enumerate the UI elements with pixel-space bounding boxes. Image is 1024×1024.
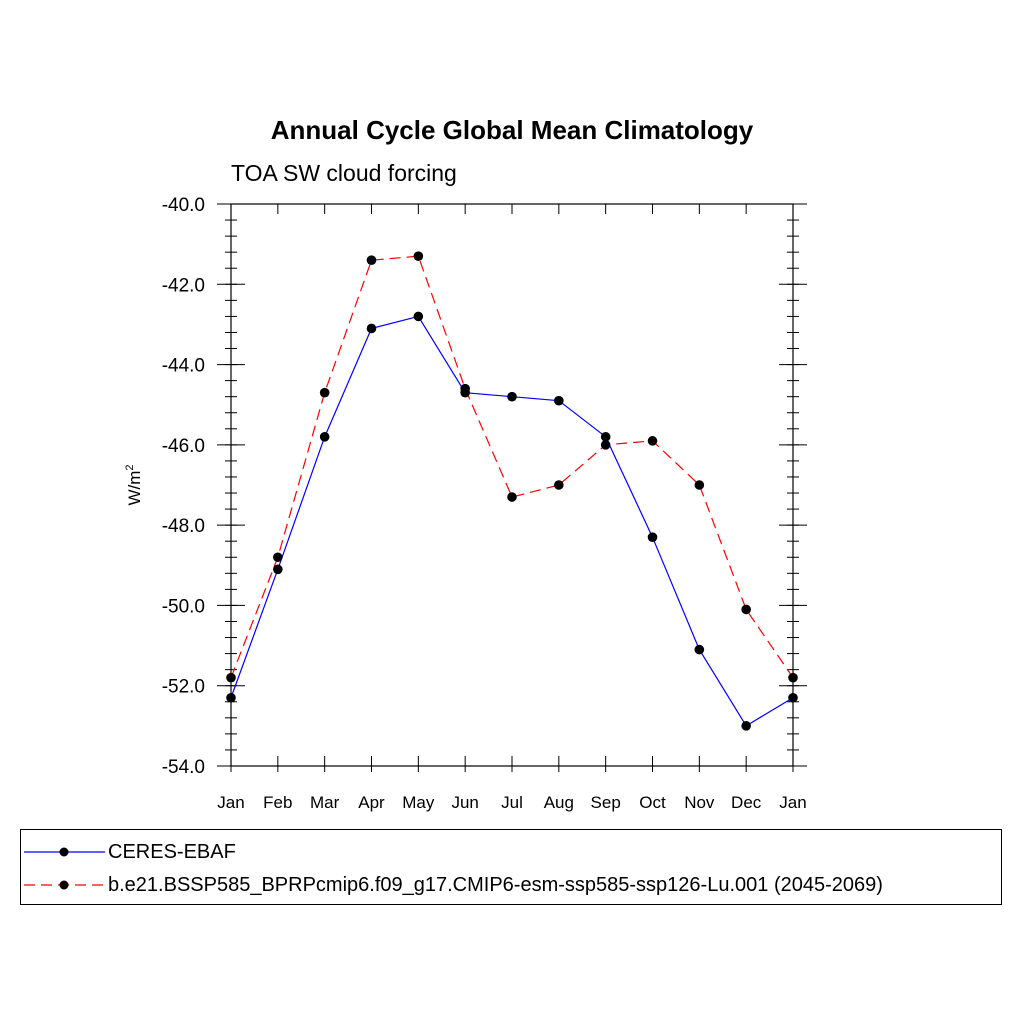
- series-0-point: [694, 644, 705, 655]
- y-tick-label: -48.0: [162, 516, 205, 537]
- y-tick-label: -40.0: [162, 195, 205, 216]
- series-0-point: [273, 564, 283, 575]
- legend-label-model: b.e21.BSSP585_BPRPcmip6.f09_g17.CMIP6-es…: [108, 874, 883, 896]
- series-1-point: [788, 672, 798, 683]
- legend-line-model: [24, 880, 105, 890]
- x-tick-label: May: [402, 793, 435, 812]
- series-0-point: [366, 323, 377, 334]
- series-0-point: [554, 395, 564, 406]
- y-tick-label: -50.0: [162, 596, 205, 617]
- series-1-point: [226, 672, 236, 683]
- legend-item-ceres: CERES-EBAF: [21, 837, 1001, 867]
- x-tick-label: Jul: [501, 793, 523, 812]
- series-0-point: [600, 432, 611, 442]
- x-tick-label: Aug: [544, 793, 574, 812]
- series-0-point: [226, 692, 236, 703]
- x-tick-label: Oct: [639, 793, 666, 812]
- series-1-point: [366, 255, 377, 265]
- y-tick-label: -52.0: [162, 677, 205, 698]
- x-tick-label: Feb: [263, 793, 292, 812]
- plot-frame: [230, 203, 794, 767]
- series-1-point: [554, 480, 564, 490]
- y-tick-label: -46.0: [162, 436, 205, 457]
- series-1-point: [694, 480, 705, 490]
- legend-item-model: b.e21.BSSP585_BPRPcmip6.f09_g17.CMIP6-es…: [21, 870, 1001, 900]
- x-tick-label: Nov: [684, 793, 715, 812]
- chart-subtitle: TOA SW cloud forcing: [231, 160, 457, 186]
- x-tick-label: Dec: [731, 793, 762, 812]
- y-tick-label: -54.0: [162, 757, 205, 778]
- series-1-point: [273, 552, 283, 563]
- series-1-point: [647, 436, 658, 446]
- series-1-point: [507, 492, 517, 502]
- series-line-0: [230, 315, 794, 727]
- series-line-1: [230, 255, 794, 679]
- x-tick-label: Jun: [451, 793, 478, 812]
- legend-label-ceres: CERES-EBAF: [108, 841, 236, 863]
- y-tick-label: -42.0: [162, 275, 205, 296]
- x-tick-label: Jan: [217, 793, 244, 812]
- x-tick-label: Apr: [358, 793, 385, 812]
- y-tick-label: -44.0: [162, 356, 205, 377]
- series-1-point: [600, 440, 611, 450]
- x-tick-label: Jan: [779, 793, 806, 812]
- series-0-point: [788, 692, 798, 703]
- x-tick-label: Sep: [591, 793, 621, 812]
- legend: CERES-EBAF b.e21.BSSP585_BPRPcmip6.f09_g…: [20, 829, 1002, 905]
- series-1-point: [413, 251, 424, 261]
- series-0-point: [460, 387, 470, 398]
- series-1-point: [319, 387, 330, 398]
- legend-line-ceres: [24, 847, 105, 857]
- series-0-point: [647, 532, 658, 542]
- series-0-point: [741, 721, 751, 731]
- chart-title: Annual Cycle Global Mean Climatology: [271, 115, 754, 145]
- y-axis-label: W/m2: [124, 464, 144, 505]
- x-tick-label: Mar: [310, 793, 340, 812]
- series-0-point: [319, 432, 330, 442]
- series-1-point: [741, 604, 751, 615]
- series-0-point: [507, 391, 517, 402]
- series-0-point: [413, 311, 424, 322]
